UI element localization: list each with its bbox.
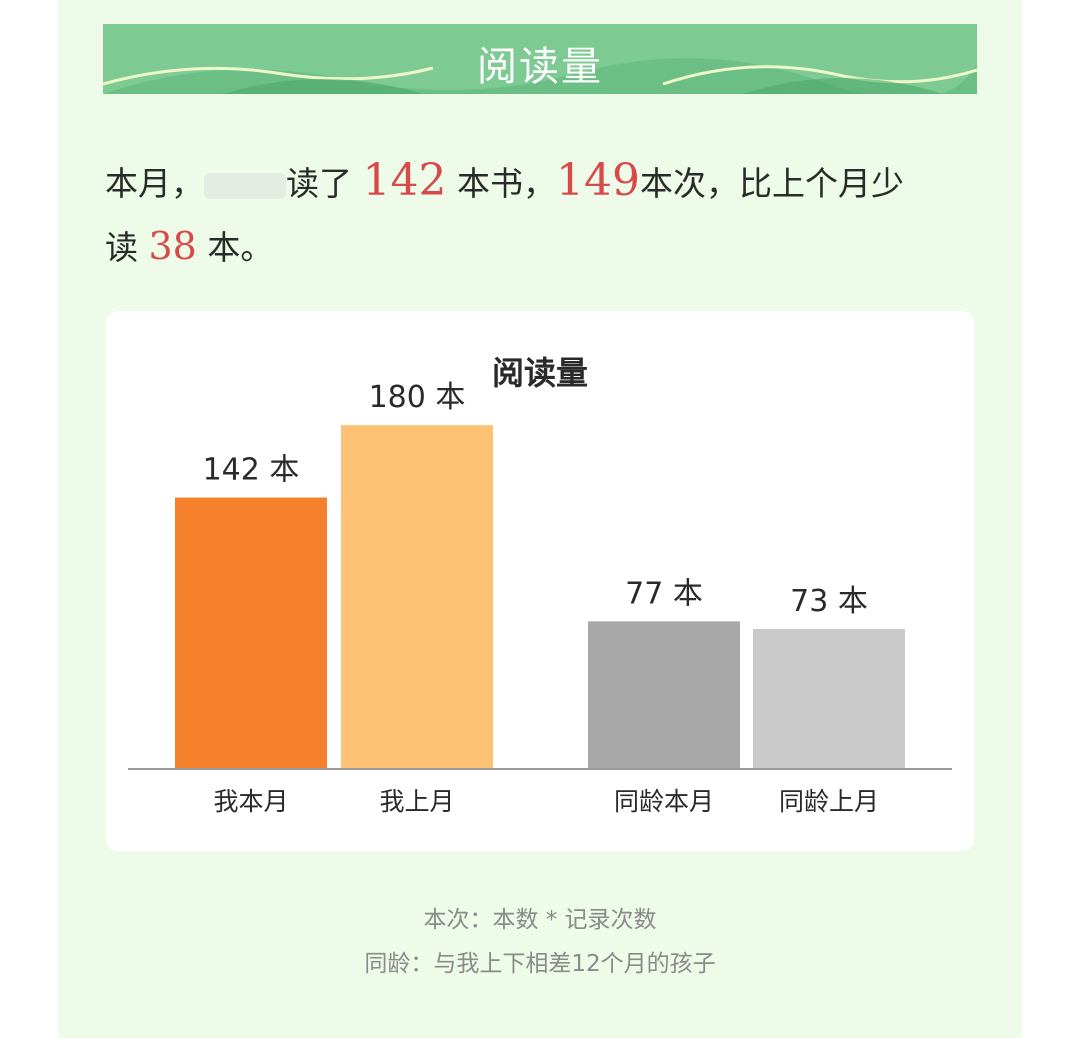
summary-read-verb: 读了: [286, 164, 363, 203]
reading-summary: 本月， 读了 142 本书，149本次，比上个月少 读 38 本。: [105, 150, 965, 279]
banner-title: 阅读量: [477, 44, 603, 90]
footnote-times-definition: 本次：本数 * 记录次数: [423, 907, 657, 933]
bar-3: [588, 621, 740, 768]
bar-value-label-1: 142 本: [203, 453, 300, 488]
footnote-peer-definition: 同龄：与我上下相差12个月的孩子: [364, 951, 716, 977]
category-label-3: 同龄本月: [614, 787, 714, 816]
times-unit: 本次，比上个月少: [639, 164, 904, 203]
redacted-name: [204, 172, 286, 199]
category-label-1: 我本月: [213, 787, 288, 816]
category-label-4: 同龄上月: [779, 787, 879, 816]
books-unit: 本书，: [446, 164, 556, 203]
footnotes: 本次：本数 * 记录次数 同龄：与我上下相差12个月的孩子: [58, 898, 1022, 986]
books-count: 142: [362, 155, 447, 206]
bar-4: [753, 628, 905, 768]
diff-count: 38: [148, 224, 197, 268]
bar-2: [341, 425, 493, 768]
bar-value-label-2: 180 本: [369, 380, 466, 415]
summary-line2-prefix: 读: [105, 228, 149, 267]
diff-unit: 本。: [196, 228, 274, 267]
bar-value-label-3: 77 本: [625, 576, 703, 611]
category-label-2: 我上月: [379, 787, 454, 816]
summary-prefix: 本月，: [105, 164, 204, 203]
bar-value-label-4: 73 本: [790, 584, 868, 619]
banner-wave-decoration: [103, 58, 977, 94]
bar-1: [175, 497, 327, 768]
times-count: 149: [555, 155, 640, 206]
section-banner: 阅读量: [103, 24, 977, 94]
chart-title: 阅读量: [491, 354, 588, 392]
